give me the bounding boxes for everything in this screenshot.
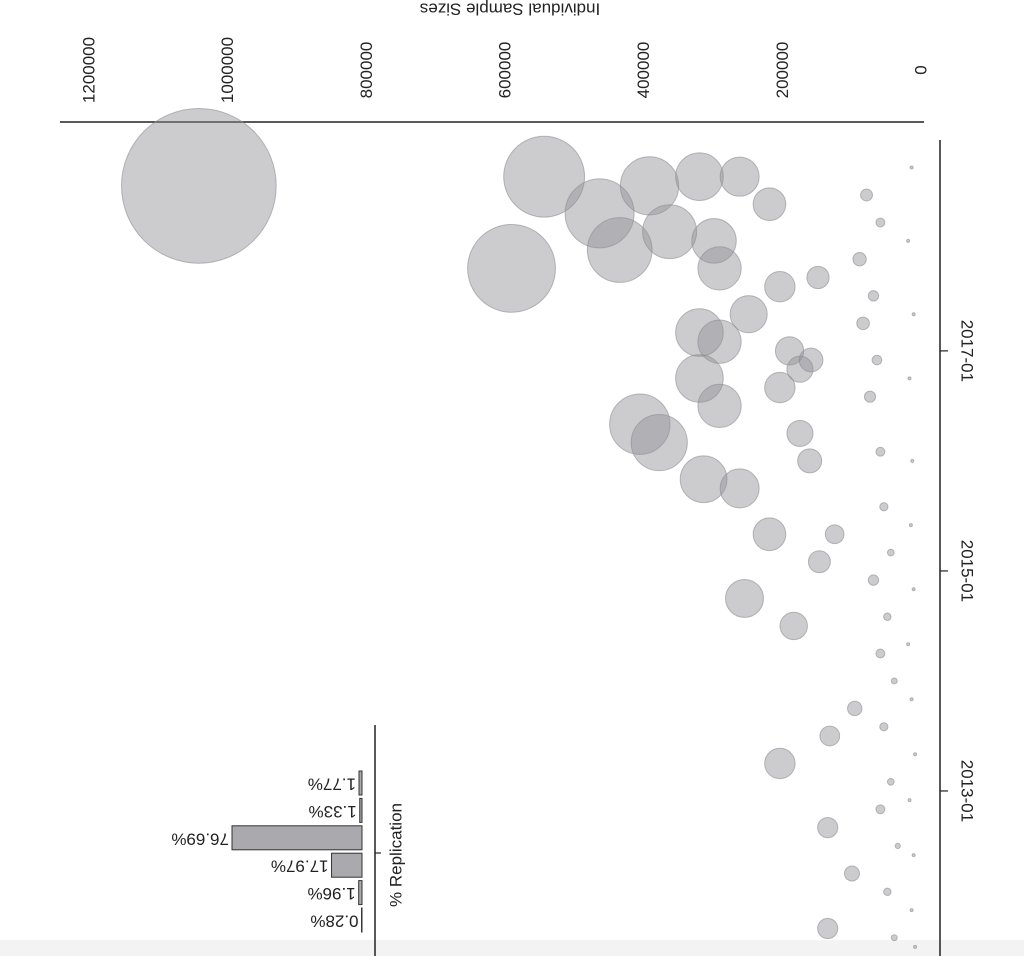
bubble: [886, 777, 895, 786]
bubble: [911, 587, 916, 592]
bubble: [907, 798, 912, 803]
bubble: [675, 354, 724, 403]
y-tick-label: 1200000: [79, 37, 98, 103]
bubble: [890, 934, 898, 942]
y-tick-label: 400000: [634, 42, 653, 99]
bubble: [843, 865, 860, 882]
bubble: [619, 156, 680, 216]
x-tick-label: 2017-01: [958, 320, 977, 382]
value-label: 76.69%: [171, 829, 229, 848]
bubble: [906, 642, 911, 647]
bubble: [908, 523, 913, 528]
bubble: [847, 700, 863, 717]
bubble: [856, 316, 870, 331]
bubble: [875, 446, 886, 457]
bubble: [913, 944, 918, 949]
bubble: [786, 419, 814, 447]
y-tick-label: 0: [911, 65, 930, 74]
bubble: [824, 524, 845, 545]
bubble: [798, 347, 824, 373]
bubble: [697, 246, 742, 291]
bar: [358, 880, 363, 906]
bubble: [863, 390, 877, 403]
value-label: 17.97%: [271, 857, 329, 876]
bubble: [894, 842, 901, 850]
bar: [358, 770, 363, 796]
x-tick-label: 2013-01: [958, 760, 977, 822]
bubble: [875, 648, 886, 659]
x-tick-label: 2015-01: [958, 540, 977, 602]
bubble: [907, 376, 912, 381]
bubble: [675, 152, 724, 201]
bubble: [779, 611, 808, 641]
y-tick-label: 200000: [773, 42, 792, 99]
bubble: [913, 752, 918, 757]
bubble: [797, 448, 823, 474]
value-label: 1.33%: [309, 802, 357, 821]
y-tick-label: 800000: [357, 42, 376, 99]
bubble: [729, 295, 768, 334]
bar: [359, 797, 363, 823]
y-tick-label: 600000: [495, 42, 514, 99]
bubble: [467, 223, 556, 313]
bubble: [719, 468, 760, 509]
inset-label: % Replication: [386, 803, 405, 907]
bubble: [630, 413, 688, 472]
bubble: [764, 747, 796, 780]
y-axis-label: Individual Sample Sizes: [420, 0, 600, 19]
bubble: [890, 677, 898, 685]
value-label: 1.77%: [308, 775, 356, 794]
bubble: [752, 517, 787, 552]
y-tick-label: 1000000: [218, 37, 237, 103]
bubble: [875, 804, 886, 815]
bubble: [764, 371, 796, 404]
bottom-band: [0, 940, 1024, 956]
bubble: [879, 722, 889, 732]
bubble: [725, 578, 764, 618]
bubble: [752, 187, 787, 221]
bubble: [719, 156, 760, 197]
bubble: [909, 908, 914, 913]
bar: [231, 825, 363, 851]
bubble: [879, 502, 889, 512]
bubble: [911, 853, 916, 858]
bubble: [679, 455, 728, 504]
bubble: [906, 238, 911, 243]
bubble: [120, 107, 277, 264]
bubble: [883, 887, 892, 897]
bubble: [691, 218, 737, 264]
value-label: 0.28%: [310, 912, 358, 931]
bubble: [871, 354, 883, 366]
bubble: [886, 548, 895, 557]
bubble: [852, 252, 867, 267]
bubble: [697, 383, 742, 429]
bubble: [642, 204, 698, 260]
bubble: [817, 817, 839, 839]
bubble: [909, 165, 914, 170]
bubble: [819, 725, 841, 747]
bubble: [609, 393, 671, 455]
bubble: [806, 265, 830, 290]
bubble: [867, 290, 880, 302]
bubble: [503, 135, 586, 218]
bubble: [807, 550, 831, 574]
bar: [331, 852, 363, 878]
bubble: [911, 312, 916, 317]
bubble: [860, 188, 873, 202]
bubble: [909, 697, 914, 702]
bubble: [697, 319, 742, 364]
bubble: [883, 612, 892, 621]
bubble: [867, 574, 880, 586]
value-label: 1.96%: [307, 884, 355, 903]
bubble: [564, 178, 635, 249]
bubble: [586, 217, 653, 283]
bubble: [764, 270, 796, 303]
bubble: [910, 458, 915, 463]
bubble: [817, 917, 839, 940]
bubble: [875, 217, 886, 228]
